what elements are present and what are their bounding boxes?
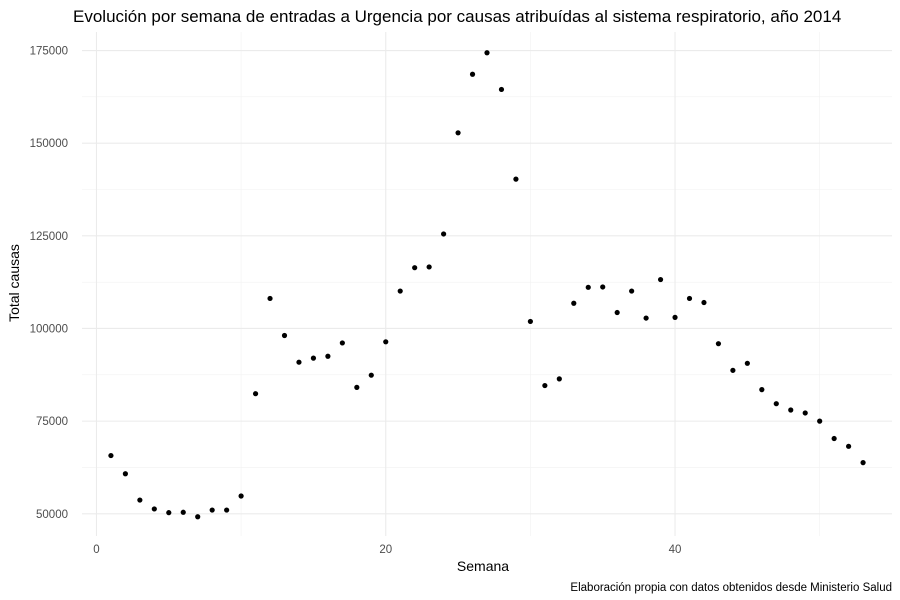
data-point <box>238 493 244 499</box>
data-point <box>339 340 345 346</box>
data-point <box>252 391 259 397</box>
data-point <box>542 382 548 389</box>
data-point <box>455 130 461 136</box>
data-point <box>469 71 476 77</box>
x-tick-label: 0 <box>93 544 99 556</box>
data-point <box>441 231 447 237</box>
data-point <box>730 367 736 373</box>
data-point <box>686 295 693 302</box>
x-axis-title: Semana <box>457 558 509 574</box>
data-point <box>383 339 389 345</box>
y-tick-label: 100000 <box>30 323 68 335</box>
data-point <box>643 315 649 321</box>
y-tick-label: 150000 <box>30 138 68 150</box>
data-point <box>600 284 606 290</box>
data-point <box>672 314 678 320</box>
data-point <box>657 276 664 283</box>
data-point <box>281 332 288 339</box>
data-point <box>556 376 562 382</box>
y-tick-label: 75000 <box>36 416 68 428</box>
data-point <box>788 407 794 413</box>
data-point <box>397 288 403 294</box>
y-tick-label: 125000 <box>30 231 68 243</box>
data-point <box>108 452 114 459</box>
data-point <box>195 514 201 520</box>
y-tick-label: 175000 <box>30 46 68 58</box>
grid-lines <box>82 32 892 536</box>
x-tick-label: 40 <box>669 544 682 556</box>
data-point <box>296 359 302 365</box>
tick-labels: 0 20 40 50000 75000 100000 125000 150000 175000 <box>30 46 682 556</box>
data-point <box>354 384 360 390</box>
data-point <box>122 471 128 477</box>
data-point <box>614 309 620 316</box>
data-point <box>137 497 143 503</box>
data-point <box>513 176 519 182</box>
chart-title: Evolución por semana de entradas a Urgen… <box>73 7 841 26</box>
data-point <box>831 435 837 442</box>
data-point <box>629 288 635 294</box>
data-point <box>846 443 852 449</box>
y-axis-title: Total causas <box>6 244 22 322</box>
data-point <box>166 510 172 516</box>
data-point <box>267 295 273 302</box>
data-point <box>701 299 707 306</box>
data-point <box>325 353 331 359</box>
data-point <box>180 509 186 515</box>
data-point <box>151 506 157 512</box>
data-point <box>860 460 866 466</box>
data-point <box>585 284 591 290</box>
data-point <box>773 401 779 407</box>
data-point <box>209 507 215 513</box>
data-point <box>368 372 374 378</box>
data-point <box>224 507 230 513</box>
data-point <box>715 341 722 347</box>
data-point <box>817 418 823 424</box>
data-point <box>484 50 490 56</box>
y-tick-label: 50000 <box>36 509 68 521</box>
data-point <box>759 387 765 393</box>
data-point <box>498 86 505 93</box>
data-point <box>744 360 750 366</box>
data-points <box>108 50 866 520</box>
data-point <box>310 355 317 361</box>
data-point <box>571 300 577 306</box>
data-point <box>412 265 418 271</box>
chart-caption: Elaboración propia con datos obtenidos d… <box>570 582 892 594</box>
data-point <box>527 318 533 325</box>
data-point <box>802 410 808 416</box>
x-tick-label: 20 <box>379 544 392 556</box>
data-point <box>426 264 432 270</box>
